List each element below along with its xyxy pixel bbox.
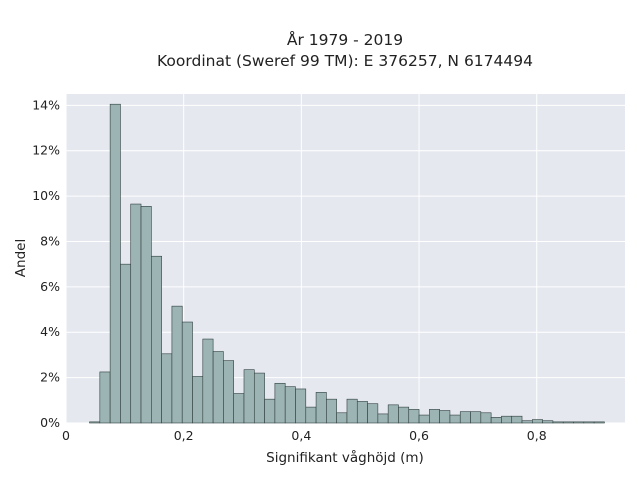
- x-tick-label: 0,6: [409, 428, 429, 443]
- histogram-bar: [130, 203, 142, 424]
- histogram-bar: [377, 413, 389, 424]
- histogram-bar: [521, 420, 533, 424]
- y-tick-label: 12%: [32, 143, 60, 158]
- histogram-bar: [284, 386, 296, 424]
- histogram-bar: [490, 417, 502, 424]
- histogram-bar: [418, 414, 430, 424]
- histogram-bar: [99, 371, 111, 424]
- y-tick-label: 14%: [32, 97, 60, 112]
- histogram-bar: [223, 360, 235, 424]
- histogram-bar: [562, 421, 574, 424]
- histogram-bar: [171, 305, 183, 424]
- histogram-bar: [315, 392, 327, 424]
- histogram-bar: [253, 372, 265, 424]
- histogram-bar: [295, 388, 307, 424]
- x-axis-ticks: 0 0,2 0,4 0,6 0,8: [62, 428, 547, 443]
- y-tick-label: 2%: [40, 370, 60, 385]
- histogram-bar: [151, 255, 162, 424]
- histogram-bar: [233, 393, 245, 424]
- histogram-bar: [470, 411, 482, 424]
- x-axis-label: Signifikant våghöjd (m): [266, 449, 424, 466]
- histogram-bar: [439, 410, 451, 424]
- histogram-bar: [346, 398, 358, 424]
- histogram-bar: [387, 404, 399, 424]
- histogram-bars: [89, 103, 605, 424]
- histogram-bar: [573, 421, 585, 424]
- histogram-bar: [192, 376, 204, 424]
- histogram-bar: [593, 421, 605, 424]
- histogram-bar: [243, 369, 255, 424]
- histogram-bar: [583, 421, 595, 424]
- histogram-bar: [202, 338, 214, 424]
- histogram-bar: [356, 401, 368, 424]
- chart-title-line-2: Koordinat (Sweref 99 TM): E 376257, N 61…: [157, 52, 533, 70]
- histogram-bar: [89, 421, 101, 424]
- histogram-bar: [542, 420, 554, 424]
- x-tick-label: 0,2: [174, 428, 194, 443]
- histogram-bar: [264, 398, 276, 424]
- y-tick-label: 0%: [40, 415, 60, 430]
- histogram-bar: [511, 415, 523, 424]
- y-tick-label: 6%: [40, 279, 60, 294]
- histogram-bar: [408, 409, 420, 424]
- histogram-bar: [212, 351, 224, 424]
- histogram-bar: [161, 353, 173, 424]
- histogram-bar: [326, 398, 337, 424]
- histogram-bar: [109, 103, 121, 424]
- y-tick-label: 10%: [32, 188, 60, 203]
- histogram-bar: [429, 409, 440, 424]
- histogram-bar: [305, 406, 317, 424]
- histogram-bar: [459, 411, 471, 424]
- histogram-bar: [552, 421, 564, 424]
- chart-title-line-1: År 1979 - 2019: [287, 30, 403, 49]
- histogram-bar: [480, 412, 492, 424]
- y-axis-label: Andel: [13, 239, 29, 277]
- histogram-bar: [274, 382, 286, 424]
- x-tick-label: 0: [62, 428, 70, 443]
- histogram-bar: [501, 415, 513, 424]
- histogram-bar: [336, 412, 348, 424]
- y-axis-ticks: 0% 2% 4% 6% 8% 10% 12% 14%: [32, 97, 60, 430]
- histogram-bar: [449, 414, 461, 424]
- histogram-bar: [532, 419, 543, 424]
- y-tick-label: 8%: [40, 233, 60, 248]
- histogram-bar: [140, 206, 152, 424]
- histogram-bar: [367, 403, 379, 424]
- histogram-bar: [120, 263, 132, 424]
- histogram-bar: [181, 321, 193, 424]
- x-tick-label: 0,8: [527, 428, 547, 443]
- x-tick-label: 0,4: [291, 428, 311, 443]
- histogram-bar: [398, 406, 410, 424]
- y-tick-label: 4%: [40, 324, 60, 339]
